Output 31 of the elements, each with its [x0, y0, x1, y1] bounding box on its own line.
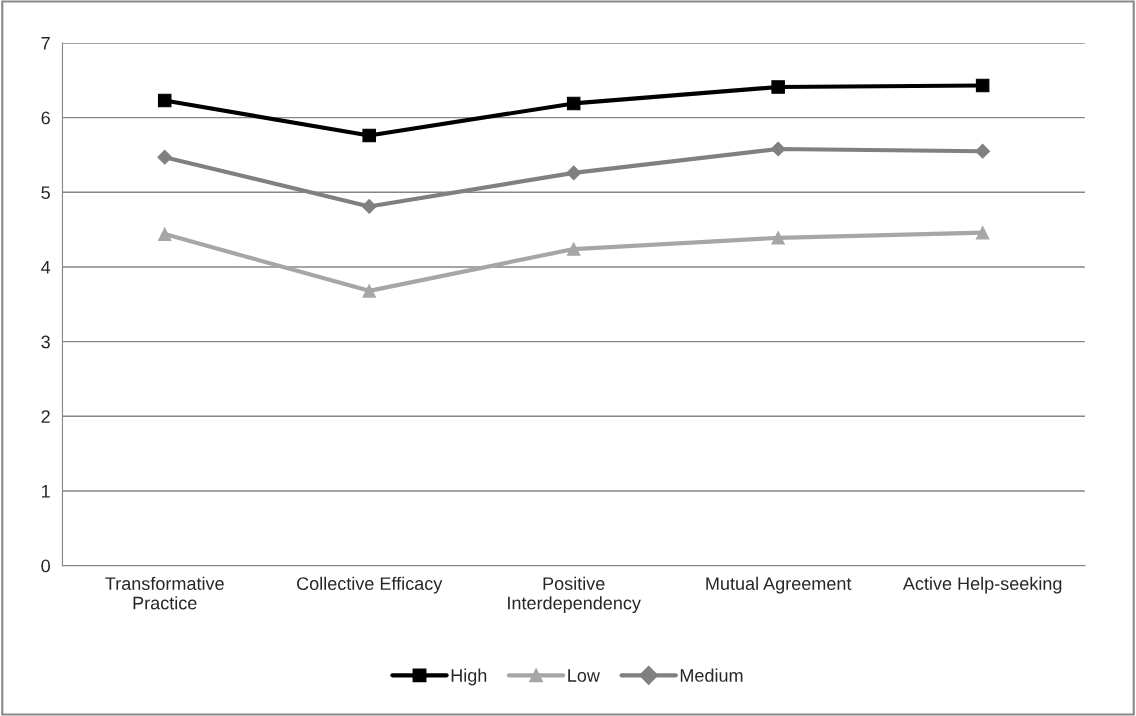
y-tick-label: 1: [42, 485, 50, 498]
point: [975, 225, 990, 240]
point: [362, 284, 376, 298]
point: [771, 80, 785, 94]
legend-label: Low: [568, 669, 600, 682]
y-tick-label: 3: [41, 335, 50, 349]
y-tick-label: 4: [41, 261, 51, 274]
x-tick-label: Positive Interdependency: [508, 576, 641, 614]
y-tick-label: 2: [41, 410, 50, 423]
y-tick-label: 0: [41, 559, 50, 573]
point: [566, 165, 582, 181]
point: [566, 96, 581, 111]
point: [157, 227, 172, 241]
x-tick-label: Mutual Agreement: [706, 576, 852, 594]
point: [157, 149, 173, 165]
y-tick-label: 5: [41, 186, 50, 200]
legend-label: High: [451, 668, 487, 686]
y-tick-label: 6: [41, 111, 50, 125]
point: [566, 242, 581, 256]
x-tick-label: Active Help-seeking: [902, 576, 1062, 594]
point: [975, 78, 990, 93]
point: [157, 93, 172, 108]
point: [770, 141, 786, 157]
legend-label: Medium: [680, 668, 743, 682]
point: [362, 128, 376, 143]
point: [361, 199, 377, 214]
x-tick-label: Transformative Practice: [105, 576, 224, 610]
y-tick-label: 7: [41, 37, 50, 50]
point: [975, 143, 991, 159]
x-tick-label: Collective Efficacy: [297, 576, 443, 594]
point: [771, 231, 785, 245]
